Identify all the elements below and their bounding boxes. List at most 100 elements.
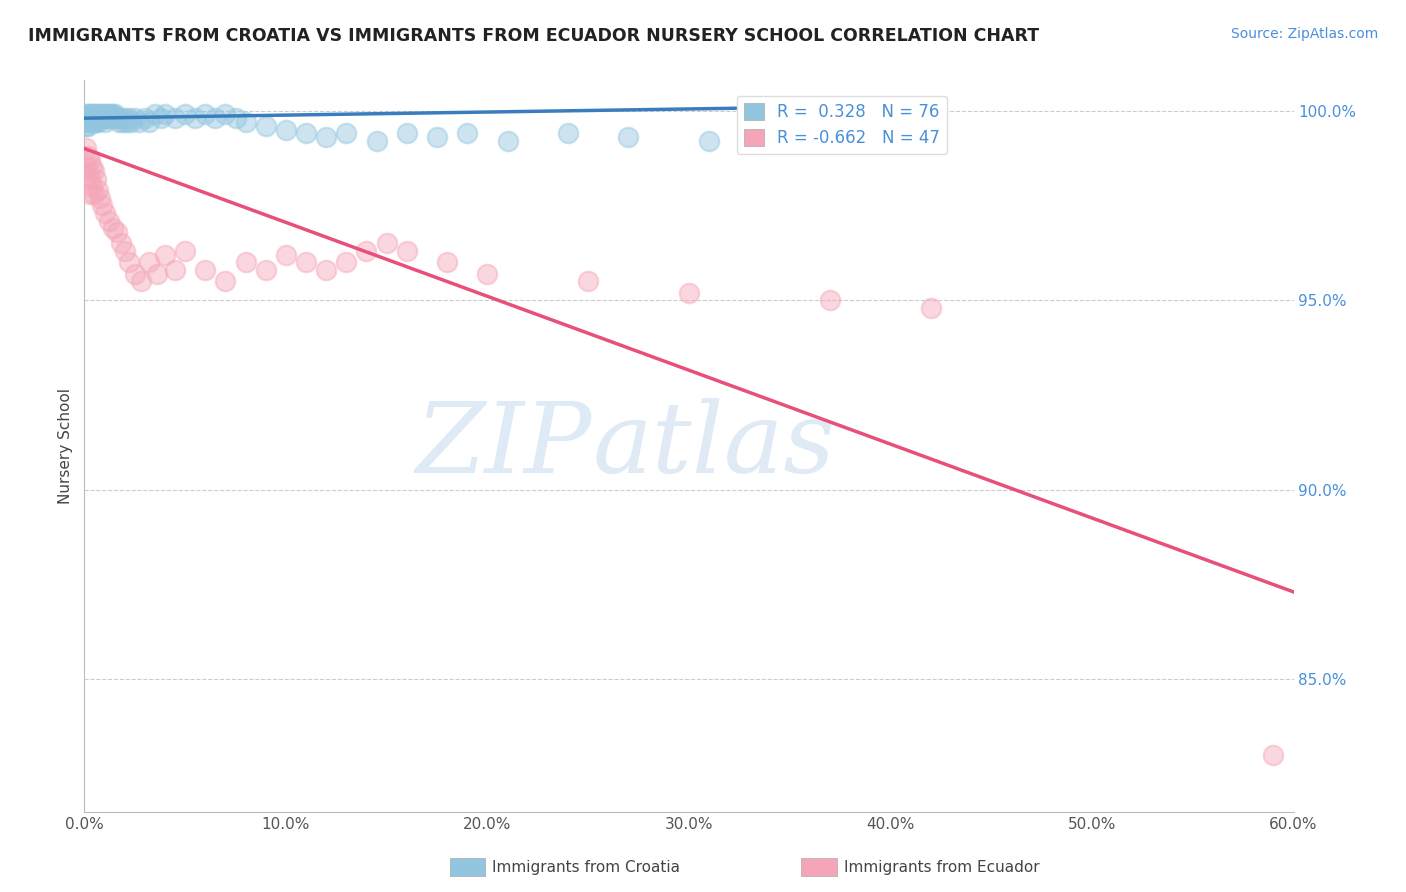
Point	[105, 111, 128, 125]
Point	[153, 107, 176, 121]
Point	[174, 107, 197, 121]
Point	[79, 153, 101, 167]
Point	[79, 107, 101, 121]
Point	[114, 244, 136, 258]
Point	[115, 115, 138, 129]
Point	[184, 111, 207, 125]
Point	[82, 161, 104, 175]
Legend: R =  0.328   N = 76, R = -0.662   N = 47: R = 0.328 N = 76, R = -0.662 N = 47	[737, 96, 946, 154]
Point	[214, 107, 236, 121]
Point	[174, 244, 197, 258]
Text: atlas: atlas	[592, 399, 835, 493]
Point	[101, 107, 124, 121]
Point	[124, 111, 146, 125]
Point	[93, 107, 115, 121]
Point	[194, 262, 217, 277]
Point	[77, 119, 100, 133]
Point	[86, 111, 108, 125]
Point	[165, 262, 187, 277]
Point	[110, 111, 132, 125]
Text: Source: ZipAtlas.com: Source: ZipAtlas.com	[1230, 27, 1378, 41]
Point	[83, 111, 105, 125]
Point	[91, 198, 114, 212]
Point	[107, 115, 129, 129]
Point	[87, 107, 110, 121]
Point	[77, 111, 100, 125]
Point	[75, 141, 97, 155]
Point	[557, 126, 579, 140]
Point	[89, 191, 111, 205]
Point	[254, 262, 277, 277]
Point	[82, 179, 104, 194]
Point	[87, 183, 110, 197]
Point	[134, 111, 156, 125]
Point	[96, 111, 118, 125]
Point	[818, 126, 841, 140]
Point	[75, 115, 97, 129]
Point	[77, 107, 100, 121]
Point	[920, 301, 942, 315]
Point	[111, 115, 134, 129]
Point	[87, 115, 110, 129]
Point	[83, 186, 105, 201]
Point	[77, 115, 100, 129]
Point	[118, 255, 141, 269]
Point	[204, 111, 226, 125]
Point	[86, 107, 108, 121]
Point	[83, 164, 105, 178]
Point	[104, 111, 127, 125]
Point	[77, 149, 100, 163]
Point	[100, 111, 122, 125]
Point	[335, 255, 357, 269]
Text: Immigrants from Croatia: Immigrants from Croatia	[492, 860, 681, 874]
Point	[91, 111, 114, 125]
Point	[114, 111, 136, 125]
Point	[129, 274, 152, 288]
Point	[97, 111, 120, 125]
Point	[124, 267, 146, 281]
Point	[100, 107, 122, 121]
Point	[295, 255, 318, 269]
Point	[274, 122, 297, 136]
Point	[75, 107, 97, 121]
Point	[153, 247, 176, 261]
Point	[91, 107, 114, 121]
Point	[120, 115, 142, 129]
Point	[395, 126, 418, 140]
Point	[138, 255, 160, 269]
Point	[93, 206, 115, 220]
Point	[83, 115, 105, 129]
Point	[79, 171, 101, 186]
Point	[86, 115, 108, 129]
Point	[104, 107, 127, 121]
Point	[576, 274, 599, 288]
Point	[366, 134, 388, 148]
Point	[89, 111, 111, 125]
Point	[82, 115, 104, 129]
Point	[697, 134, 720, 148]
Point	[82, 111, 104, 125]
Point	[118, 111, 141, 125]
Point	[356, 244, 378, 258]
Point	[818, 293, 841, 307]
Point	[96, 107, 118, 121]
Point	[315, 130, 337, 145]
Text: IMMIGRANTS FROM CROATIA VS IMMIGRANTS FROM ECUADOR NURSERY SCHOOL CORRELATION CH: IMMIGRANTS FROM CROATIA VS IMMIGRANTS FR…	[28, 27, 1039, 45]
Point	[315, 262, 337, 277]
Point	[89, 107, 111, 121]
Point	[97, 107, 120, 121]
Point	[93, 111, 115, 125]
Point	[1263, 747, 1285, 762]
Point	[105, 225, 128, 239]
Point	[75, 111, 97, 125]
Point	[79, 111, 101, 125]
Point	[235, 255, 257, 269]
Point	[274, 247, 297, 261]
Point	[79, 186, 101, 201]
Point	[335, 126, 357, 140]
Point	[143, 107, 166, 121]
Point	[214, 274, 236, 288]
Point	[101, 221, 124, 235]
Point	[97, 213, 120, 227]
Point	[79, 115, 101, 129]
